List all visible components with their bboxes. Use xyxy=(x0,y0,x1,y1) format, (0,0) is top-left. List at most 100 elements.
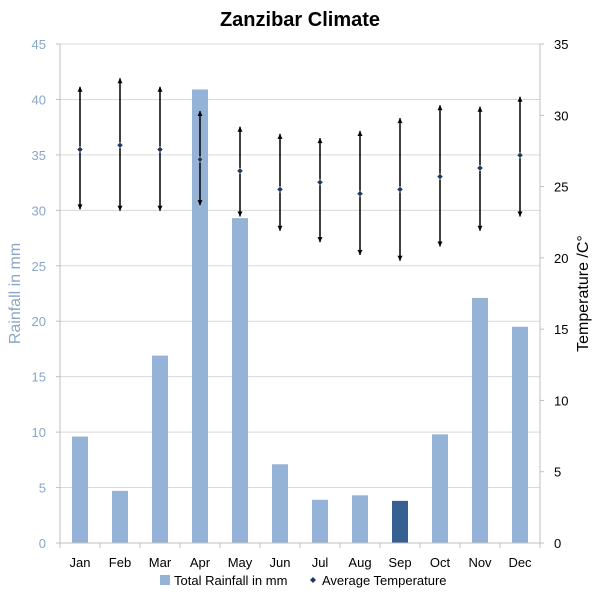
y-tick-label-left: 20 xyxy=(32,314,46,329)
arrow-down-icon xyxy=(477,225,483,231)
bar-apr xyxy=(192,89,208,543)
x-tick-label: Jul xyxy=(312,555,329,570)
temperature-range-may xyxy=(236,126,244,217)
y-tick-label-left: 10 xyxy=(32,425,46,440)
y-tick-label-left: 15 xyxy=(32,370,46,385)
legend-label-temperature: Average Temperature xyxy=(322,573,447,588)
temperature-point xyxy=(476,164,484,172)
chart-title: Zanzibar Climate xyxy=(220,9,380,31)
axes xyxy=(56,43,544,548)
y-tick-label-right: 10 xyxy=(554,393,568,408)
arrow-up-icon xyxy=(517,96,523,102)
arrow-down-icon xyxy=(157,205,163,211)
arrow-down-icon xyxy=(117,205,123,211)
arrow-down-icon xyxy=(437,241,443,247)
x-tick-label: Mar xyxy=(149,555,172,570)
bar-jul xyxy=(312,499,328,543)
y-tick-label-left: 0 xyxy=(39,536,46,551)
arrow-up-icon xyxy=(477,106,483,112)
arrow-up-icon xyxy=(277,133,283,139)
legend-label-rainfall: Total Rainfall in mm xyxy=(174,573,287,588)
y-tick-label-right: 15 xyxy=(554,322,568,337)
temperature-range-aug xyxy=(356,130,364,256)
arrow-down-icon xyxy=(77,204,83,210)
legend-swatch-rainfall xyxy=(160,575,170,585)
arrow-down-icon xyxy=(237,211,243,217)
temperature-point xyxy=(156,146,164,153)
temperature-point xyxy=(316,178,324,186)
y-tick-label-left: 35 xyxy=(32,148,46,163)
temperature-range-jan xyxy=(76,86,84,210)
y-tick-label-right: 25 xyxy=(554,180,568,195)
arrow-up-icon xyxy=(317,138,323,144)
x-tick-label: Nov xyxy=(468,555,492,570)
temperature-range-jun xyxy=(276,133,284,231)
bar-jun xyxy=(272,464,288,543)
tick-labels: 0 5 10 15 20 25 30 35 40 45 0 5 10 15 20 25 30 35 Jan Feb Ma… xyxy=(32,37,569,570)
temperature-range-sep xyxy=(396,118,404,261)
bar-dec xyxy=(512,326,528,543)
arrow-up-icon xyxy=(77,86,83,92)
y-tick-label-left: 5 xyxy=(39,481,46,496)
x-tick-label: Oct xyxy=(430,555,451,570)
y-tick-label-right: 0 xyxy=(554,536,561,551)
temperature-point xyxy=(236,167,244,175)
arrow-up-icon xyxy=(157,86,163,92)
temperature-point xyxy=(356,190,364,198)
x-tick-label: Jun xyxy=(270,555,291,570)
arrow-up-icon xyxy=(197,111,203,117)
temperature-point xyxy=(116,141,124,149)
bar-jan xyxy=(72,436,88,543)
temperature-point xyxy=(396,186,404,193)
temperature-point xyxy=(276,186,284,193)
bar-oct xyxy=(432,434,448,543)
x-tick-label: Jan xyxy=(70,555,91,570)
bar-aug xyxy=(352,495,368,543)
temperature-ranges xyxy=(76,78,524,261)
arrow-down-icon xyxy=(197,200,203,206)
grid-lines xyxy=(60,43,540,489)
arrow-down-icon xyxy=(397,255,403,261)
temperature-point xyxy=(196,156,204,163)
legend: Total Rainfall in mm Average Temperature xyxy=(160,573,447,588)
y-tick-label-right: 30 xyxy=(554,108,568,123)
arrow-up-icon xyxy=(357,130,363,136)
temperature-range-apr xyxy=(196,111,204,206)
temperature-range-mar xyxy=(156,86,164,211)
bar-sep xyxy=(392,500,408,543)
arrow-up-icon xyxy=(117,78,123,84)
arrow-down-icon xyxy=(517,211,523,217)
temperature-point xyxy=(436,173,444,180)
temperature-range-dec xyxy=(516,96,524,217)
x-tick-label: Sep xyxy=(388,555,411,570)
y-tick-label-right: 5 xyxy=(554,465,561,480)
bar-feb xyxy=(112,490,128,543)
arrow-down-icon xyxy=(357,250,363,256)
bar-nov xyxy=(472,297,488,543)
y-tick-label-right: 35 xyxy=(554,37,568,52)
y-axis-label-left: Rainfall in mm xyxy=(7,243,24,344)
arrow-up-icon xyxy=(237,126,243,132)
bar-mar xyxy=(152,355,168,543)
x-tick-label: Aug xyxy=(348,555,371,570)
temperature-range-oct xyxy=(436,105,444,247)
temperature-point xyxy=(76,146,84,153)
x-tick-label: Dec xyxy=(508,555,532,570)
y-tick-label-left: 45 xyxy=(32,37,46,52)
arrow-up-icon xyxy=(397,118,403,124)
y-tick-label-right: 20 xyxy=(554,251,568,266)
arrow-down-icon xyxy=(317,237,323,243)
rainfall-bars xyxy=(72,89,528,543)
temperature-range-jul xyxy=(316,138,324,243)
legend-marker-temperature xyxy=(310,577,316,583)
y-tick-label-left: 40 xyxy=(32,92,46,107)
arrow-up-icon xyxy=(437,105,443,111)
temperature-range-feb xyxy=(116,78,124,211)
y-tick-label-left: 30 xyxy=(32,203,46,218)
x-tick-label: May xyxy=(228,555,253,570)
y-axis-label-right: Temperature /C° xyxy=(575,235,592,352)
bar-may xyxy=(232,218,248,543)
x-tick-label: Feb xyxy=(109,555,131,570)
arrow-down-icon xyxy=(277,225,283,231)
